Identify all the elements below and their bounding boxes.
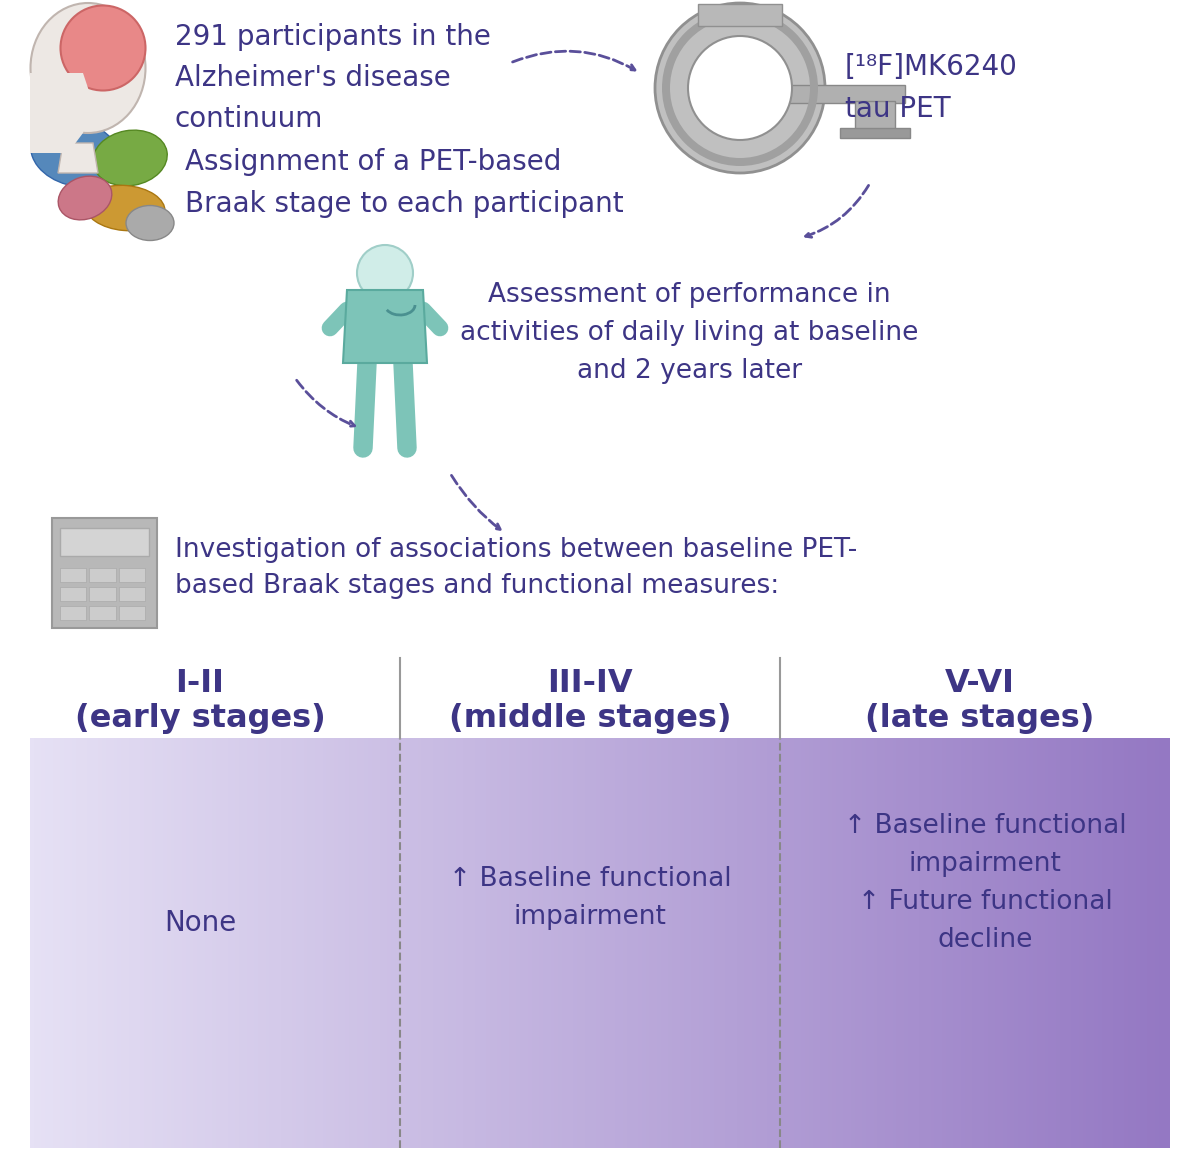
Polygon shape [30,72,94,153]
Bar [60,588,86,602]
Text: ↑ Baseline functional
impairment: ↑ Baseline functional impairment [449,865,731,930]
Bar [89,606,115,620]
Text: ↑ Baseline functional
impairment
↑ Future functional
decline: ↑ Baseline functional impairment ↑ Futur… [844,813,1127,953]
Text: 291 participants in the
Alzheimer's disease
continuum: 291 participants in the Alzheimer's dise… [175,23,491,133]
Text: V-VI: V-VI [946,667,1015,698]
Text: III-IV: III-IV [547,667,632,698]
Text: [¹⁸F]MK6240
tau PET: [¹⁸F]MK6240 tau PET [845,54,1018,123]
Circle shape [688,36,792,140]
Text: None: None [164,909,236,937]
Bar [119,606,145,620]
Text: Assessment of performance in
activities of daily living at baseline
and 2 years : Assessment of performance in activities … [460,281,918,384]
Text: Assignment of a PET-based
Braak stage to each participant: Assignment of a PET-based Braak stage to… [185,148,624,217]
Ellipse shape [92,130,167,186]
Text: (early stages): (early stages) [74,702,325,734]
Circle shape [655,4,826,173]
Bar [840,128,910,138]
Bar [89,588,115,602]
Ellipse shape [30,4,145,133]
Bar [60,568,86,582]
Bar [52,517,157,628]
Bar [60,528,149,556]
Ellipse shape [85,186,164,231]
Text: (late stages): (late stages) [865,702,1094,734]
Bar [698,4,782,26]
Polygon shape [343,290,427,363]
Bar [60,606,86,620]
Bar [119,568,145,582]
Bar [89,568,115,582]
Text: (middle stages): (middle stages) [449,702,731,734]
Polygon shape [58,142,98,173]
Bar [119,588,145,602]
Ellipse shape [58,176,112,220]
Ellipse shape [31,119,119,187]
Text: Investigation of associations between baseline PET-
based Braak stages and funct: Investigation of associations between ba… [175,537,857,599]
Bar [854,100,895,133]
Text: I-II: I-II [175,667,224,698]
Bar [775,85,905,103]
Ellipse shape [60,6,145,90]
Ellipse shape [126,206,174,241]
Circle shape [358,245,413,301]
